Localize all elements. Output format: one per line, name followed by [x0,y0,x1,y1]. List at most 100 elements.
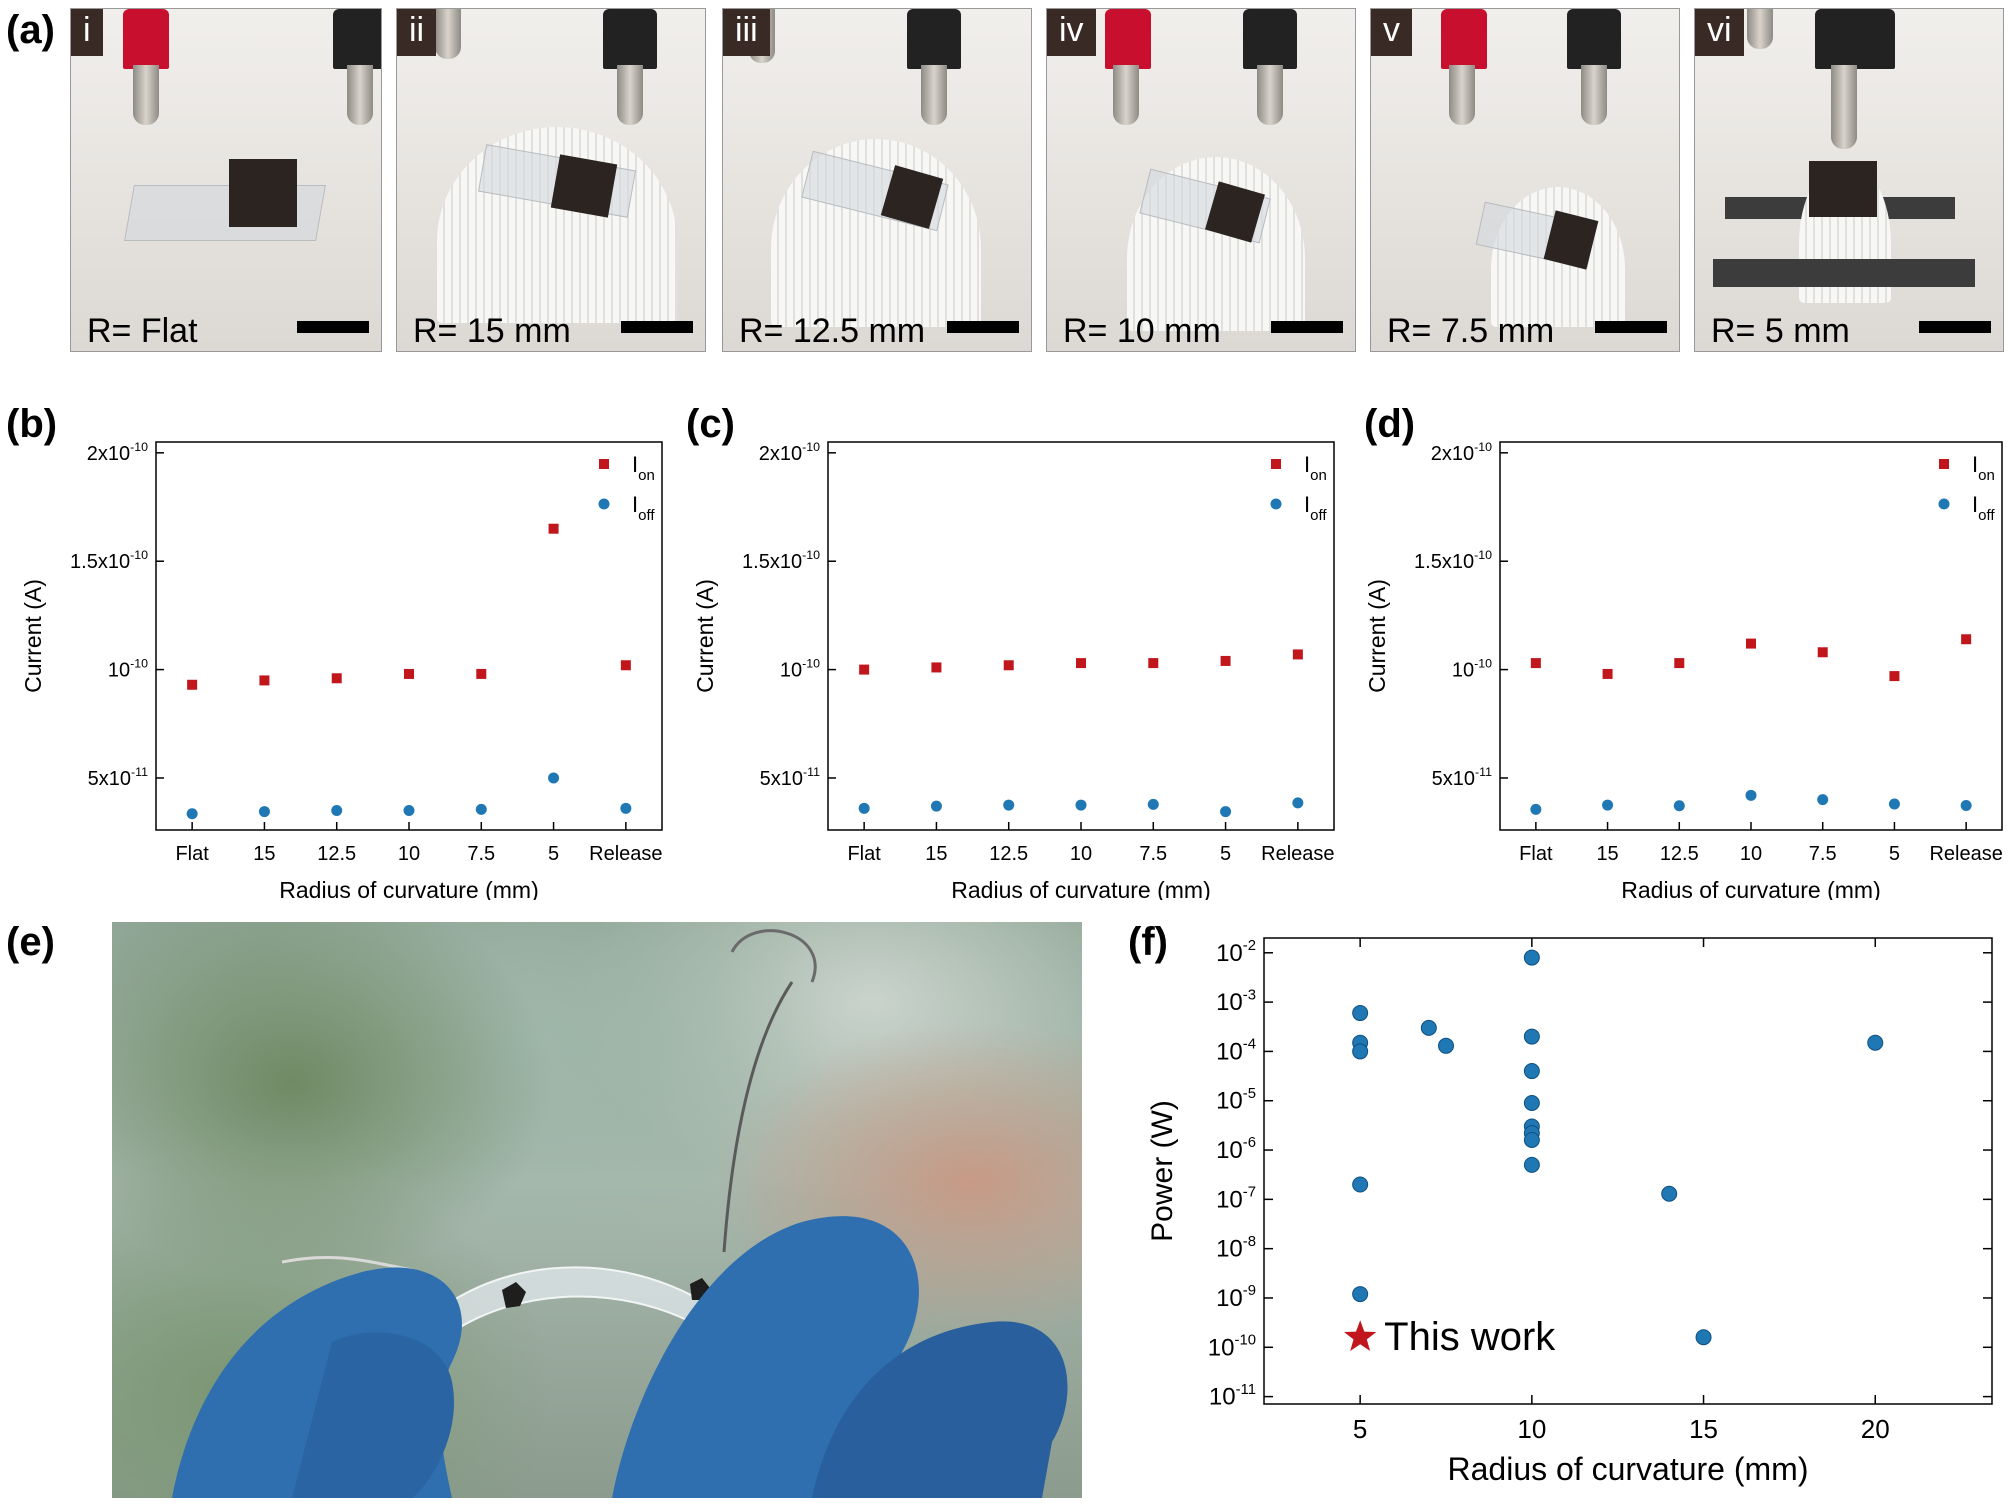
ion-point [1889,671,1900,682]
y-tick-label: 10-10 [1452,657,1492,682]
literature-point [1523,1131,1540,1148]
x-tick-label: Release [589,843,662,865]
literature-point [1352,1043,1369,1060]
gloved-finger-left-shadow [292,1332,454,1498]
red-clip-icon [1105,9,1151,69]
y-axis-label: Current (A) [692,579,718,693]
x-tick-label: Release [1929,843,2002,865]
x-tick-label: 7.5 [1809,843,1837,865]
legend-ioff-marker [1938,498,1950,510]
ioff-point [1292,797,1304,809]
y-tick-label: 2x10-10 [1431,440,1492,465]
literature-point [1695,1329,1712,1346]
y-tick-label: 5x10-11 [1432,765,1492,790]
x-axis-label: Radius of curvature (mm) [951,877,1210,900]
clip-jaw-icon [1747,9,1773,49]
y-tick-label: 2x10-10 [759,440,820,465]
ioff-point [548,772,560,784]
x-axis-label: Radius of curvature (mm) [1448,1451,1809,1487]
ion-point [1220,655,1231,666]
photo-roman-label: iii [723,9,770,56]
ioff-point [403,804,415,816]
ioff-point [1003,799,1015,811]
y-tick-label: 1.5x10-10 [70,548,148,573]
ioff-point [1147,798,1159,810]
x-tick-label: 12.5 [1660,843,1699,865]
ion-point [259,675,270,686]
y-tick-label: 10-4 [1216,1037,1256,1066]
photo-radius-label: R= 7.5 mm [1387,312,1555,350]
y-tick-label: 1.5x10-10 [1414,548,1492,573]
ion-point [1602,668,1613,679]
y-tick-label: 2x10-10 [87,440,148,465]
legend-ion-marker [1271,459,1281,469]
y-axis-label: Current (A) [1364,579,1390,693]
photo-radius-label: R= 12.5 mm [739,312,926,350]
black-clip-icon [1815,9,1895,69]
x-tick-label: 20 [1861,1414,1890,1444]
photo-10mm: iv R= 10 mm [1046,8,1356,352]
x-tick-label: 12.5 [989,843,1028,865]
scale-bar [1595,321,1667,333]
clip-jaw-icon [617,65,643,125]
clip-jaw-icon [1257,65,1283,125]
magnet-bar [1713,259,1975,287]
y-tick-label: 10-10 [108,657,148,682]
chart-d: 5x10-11 10-10 1.5x10-10 2x10-10 Flat 15 12.5 10… [1364,440,2003,900]
wire [722,981,794,1253]
legend-ioff-label: Ioff [1304,492,1327,524]
clip-jaw-icon [1449,65,1475,125]
plot-frame [1263,937,1993,1405]
electrode-spot [502,1282,526,1308]
scale-bar [297,321,369,333]
ion-point [331,673,342,684]
ion-point [859,664,870,675]
x-tick-label: 12.5 [317,843,356,865]
ion-point [1148,658,1159,669]
ion-point [1003,660,1014,671]
ioff-point [186,808,198,820]
legend-ion-label: Ion [632,452,655,484]
y-tick-label: 10-6 [1216,1135,1256,1164]
panel-f-label: (f) [1128,920,1168,964]
x-tick-label: 10 [1070,843,1092,865]
ioff-point [331,804,343,816]
legend-ioff-marker [1270,498,1282,510]
y-tick-label: 5x10-11 [760,765,820,790]
photo-flat: i R= Flat [70,8,382,352]
ioff-point [475,803,487,815]
ion-point [931,662,942,673]
x-tick-label: 5 [1353,1414,1367,1444]
ion-point [1746,638,1756,649]
scale-bar [1919,321,1991,333]
ioff-point [930,800,942,812]
literature-point [1523,1094,1540,1111]
ion-point [187,679,198,690]
plot-frame [827,441,1335,831]
ion-point [548,523,559,534]
ion-point [1817,647,1828,658]
y-tick-label: 10-10 [780,657,820,682]
x-tick-label: 10 [1517,1414,1546,1444]
photo-roman-label: v [1371,9,1412,56]
x-tick-label: 7.5 [1139,843,1167,865]
panel-c-label: (c) [686,402,735,446]
black-clip-icon [1243,9,1297,69]
black-clip-icon [333,9,381,69]
electrode [229,159,297,227]
legend-ioff-marker [598,498,610,510]
panel-e-label: (e) [6,920,55,964]
x-tick-label: 15 [1689,1414,1718,1444]
panel-d-label: (d) [1364,402,1416,446]
x-tick-label: 5 [1889,843,1900,865]
photo-roman-label: vi [1695,9,1744,56]
y-axis-label: Current (A) [20,579,46,693]
literature-point [1661,1185,1678,1202]
plot-frame [1499,441,2003,831]
clip-jaw-icon [435,9,461,59]
ion-point [1076,658,1086,669]
clip-jaw-icon [1113,65,1139,125]
ioff-point [1960,800,1972,812]
x-tick-label: Flat [175,843,209,865]
ion-point [404,668,414,679]
